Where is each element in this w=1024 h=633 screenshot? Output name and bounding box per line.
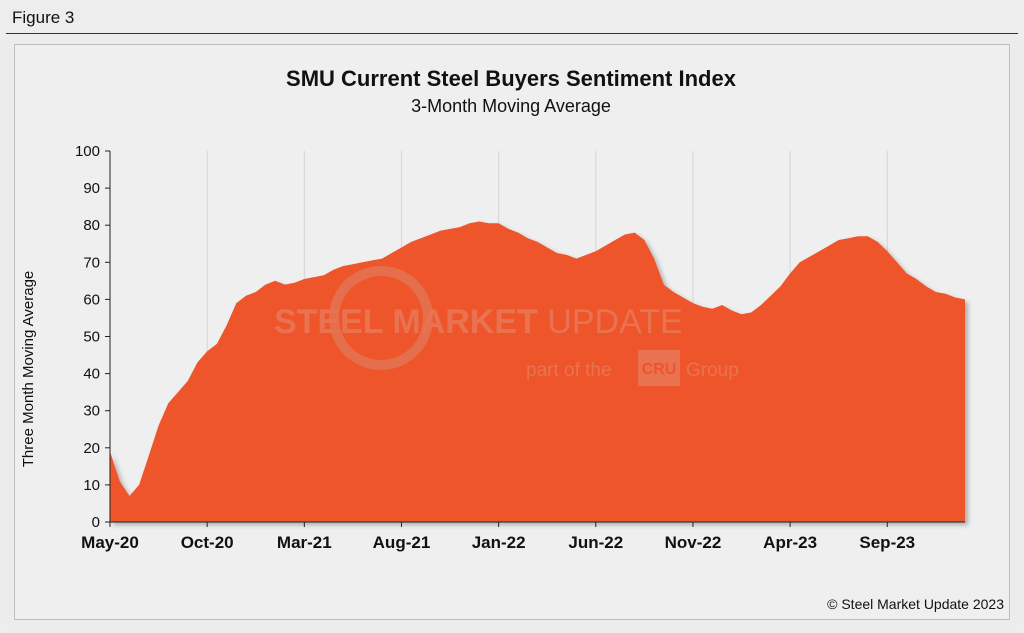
chart-subtitle: 3-Month Moving Average (411, 96, 611, 116)
figure-label: Figure 3 (12, 8, 75, 27)
watermark-title: STEEL MARKET UPDATE (274, 303, 683, 341)
y-tick-label: 60 (83, 291, 100, 308)
y-tick-label: 40 (83, 366, 100, 383)
y-tick-label: 30 (83, 403, 100, 420)
series-area (110, 221, 965, 522)
copyright: © Steel Market Update 2023 (827, 596, 1004, 612)
y-tick-label: 80 (83, 217, 100, 234)
x-tick-label: Jun-22 (568, 533, 623, 552)
watermark: STEEL MARKET UPDATE part of the CRU Grou… (274, 266, 739, 386)
x-tick-label: Sep-23 (859, 533, 915, 552)
x-tick-label: Nov-22 (665, 533, 722, 552)
x-tick-label: May-20 (81, 533, 139, 552)
y-tick-label: 50 (83, 329, 100, 346)
y-tick-label: 70 (83, 254, 100, 271)
x-tick-label: Jan-22 (472, 533, 526, 552)
figure-divider (6, 33, 1018, 34)
y-tick-label: 90 (83, 180, 100, 197)
axes: 0 10 20 30 40 50 60 70 80 90 100 May-20 Oct-20 Mar-21… (75, 143, 965, 552)
watermark-tagline: part of the (526, 360, 612, 381)
y-tick-label: 100 (75, 143, 100, 160)
y-tick-label: 20 (83, 440, 100, 457)
x-tick-label: Mar-21 (277, 533, 332, 552)
y-axis-title: Three Month Moving Average (20, 271, 37, 468)
chart-title: SMU Current Steel Buyers Sentiment Index (286, 66, 737, 91)
x-tick-label: Oct-20 (181, 533, 234, 552)
y-tick-label: 10 (83, 477, 100, 494)
watermark-ring (329, 266, 433, 370)
chart-panel: SMU Current Steel Buyers Sentiment Index… (6, 36, 1018, 628)
watermark-group: Group (686, 360, 739, 381)
watermark-logo: CRU (642, 361, 677, 378)
watermark-logo-box (638, 350, 680, 386)
x-tick-label: Aug-21 (373, 533, 431, 552)
y-tick-label: 0 (92, 514, 100, 531)
sentiment-chart: SMU Current Steel Buyers Sentiment Index… (20, 66, 965, 552)
area-layer (110, 221, 965, 522)
x-tick-label: Apr-23 (763, 533, 817, 552)
